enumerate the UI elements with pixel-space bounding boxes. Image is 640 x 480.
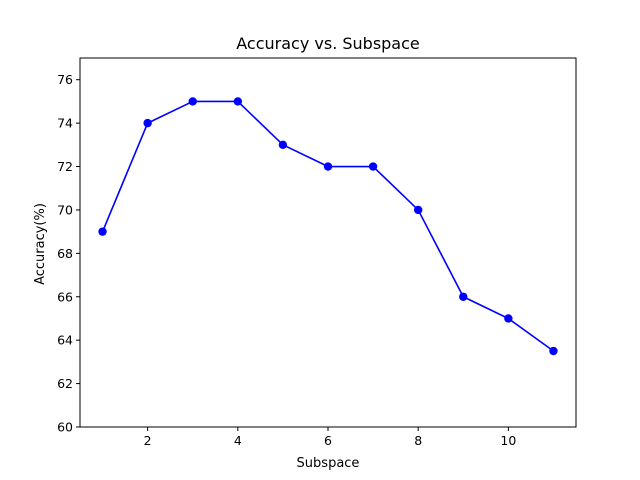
data-point [413, 205, 423, 215]
x-tick-label: 2 [144, 433, 152, 448]
y-tick-label: 60 [57, 420, 73, 435]
x-tick-label: 6 [324, 433, 332, 448]
y-axis-label: Accuracy(%) [33, 203, 48, 285]
y-tick-label: 62 [57, 376, 73, 391]
x-axis-label: Subspace [297, 456, 360, 471]
y-tick-label: 64 [57, 333, 73, 348]
y-tick-label: 68 [57, 246, 73, 261]
data-point [233, 97, 243, 106]
axes-frame [79, 57, 577, 428]
data-point [459, 292, 468, 301]
data-point [278, 140, 288, 150]
y-tick-label: 66 [57, 289, 73, 304]
y-tick-label: 72 [57, 159, 73, 174]
y-tick-label: 70 [57, 202, 73, 217]
y-tick-label: 76 [57, 72, 73, 87]
data-point [549, 346, 558, 356]
x-tick-label: 4 [234, 433, 242, 448]
data-point [143, 118, 152, 128]
x-tick-label: 8 [414, 433, 422, 448]
data-point [98, 227, 107, 236]
data-point [504, 314, 513, 323]
chart-title: Accuracy vs. Subspace [236, 34, 420, 53]
data-point [368, 162, 378, 171]
data-point [188, 97, 197, 106]
data-point [323, 162, 333, 171]
x-tick-label: 10 [500, 433, 516, 448]
y-tick-label: 74 [57, 116, 73, 131]
